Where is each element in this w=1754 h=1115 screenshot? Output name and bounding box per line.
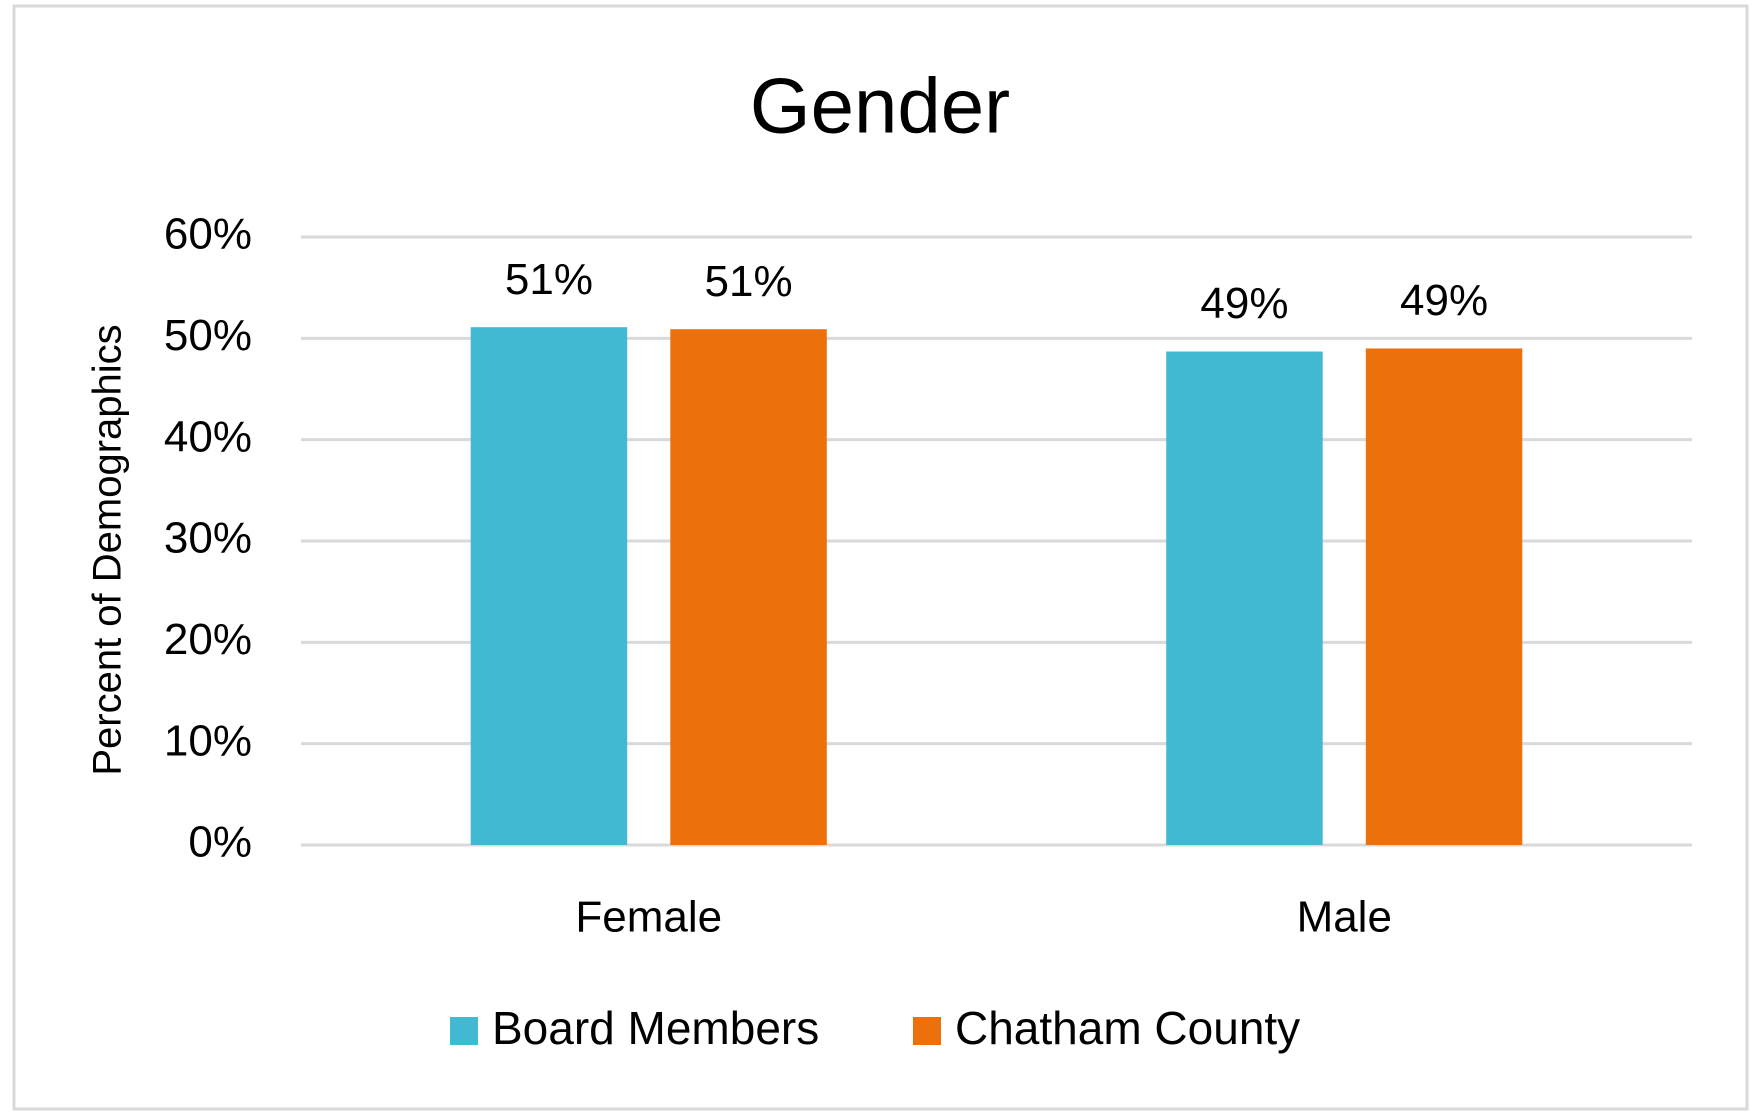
bar <box>670 329 827 845</box>
data-label: 49% <box>1400 276 1488 325</box>
data-label: 51% <box>705 257 793 306</box>
bar <box>1365 348 1523 845</box>
data-label: 51% <box>505 255 593 304</box>
bar <box>1166 351 1323 845</box>
y-tick-label: 50% <box>164 311 252 360</box>
legend-label: Board Members <box>492 1002 819 1054</box>
legend-swatch <box>913 1017 941 1045</box>
y-tick-label: 0% <box>188 818 252 867</box>
chart-title: Gender <box>750 62 1010 150</box>
x-tick-label: Female <box>575 893 722 942</box>
legend-label: Chatham County <box>955 1002 1300 1054</box>
data-label: 49% <box>1200 279 1288 328</box>
x-tick-label: Male <box>1297 893 1392 942</box>
y-tick-label: 60% <box>164 210 252 259</box>
legend-swatch <box>450 1017 478 1045</box>
y-tick-label: 20% <box>164 615 252 664</box>
y-axis-title: Percent of Demographics <box>86 324 130 775</box>
y-tick-label: 10% <box>164 716 252 765</box>
y-tick-label: 30% <box>164 514 252 563</box>
y-tick-label: 40% <box>164 412 252 461</box>
bar <box>470 327 628 846</box>
